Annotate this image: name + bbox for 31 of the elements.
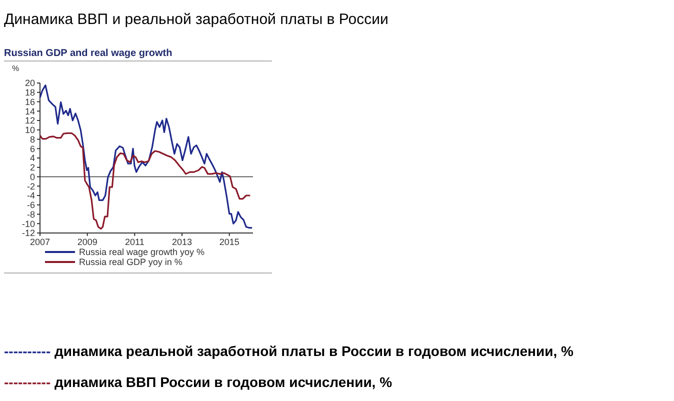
- x-tick-label: 2013: [172, 237, 192, 247]
- y-tick-label: 18: [24, 88, 35, 98]
- x-tick-label: 2015: [219, 237, 240, 247]
- y-tick-label: 10: [24, 125, 35, 136]
- y-tick-label: 12: [24, 116, 35, 126]
- y-tick-label: 20: [24, 78, 35, 88]
- chart-title: Динамика ВВП и реальной заработной платы в России: [4, 11, 388, 28]
- y-tick-label: 16: [24, 96, 35, 107]
- y-tick-label: 2: [30, 162, 35, 173]
- x-tick-label: 2009: [77, 237, 98, 247]
- legend-label: Russia real GDP yoy in %: [79, 257, 182, 268]
- y-tick-label: -10: [22, 218, 35, 229]
- y-tick-label: 8: [30, 134, 35, 144]
- legend-label: Russia real wage growth yoy %: [79, 247, 205, 258]
- y-axis-title: %: [12, 64, 20, 73]
- y-tick-label: -8: [26, 209, 35, 220]
- line-series: [39, 132, 251, 230]
- y-tick-label: 4: [30, 153, 35, 164]
- line-series: [39, 84, 253, 229]
- y-tick-label: -6: [26, 200, 35, 210]
- y-tick-label: 6: [30, 144, 35, 154]
- y-tick-label: -4: [26, 190, 35, 201]
- x-tick-label: 2007: [30, 237, 50, 247]
- y-tick-label: 14: [24, 106, 35, 116]
- text: ---------- динамика ВВП России в годовом исчислении, %: [4, 374, 393, 390]
- y-tick-label: -12: [22, 228, 35, 238]
- x-tick-label: 2011: [124, 237, 144, 247]
- chart-subtitle: Russian GDP and real wage growth: [4, 48, 172, 59]
- y-tick-label: -2: [26, 181, 35, 192]
- y-tick-label: 0: [30, 172, 35, 182]
- text: ---------- динамика реальной заработной платы в России в годовом исчислении, %: [4, 343, 574, 359]
